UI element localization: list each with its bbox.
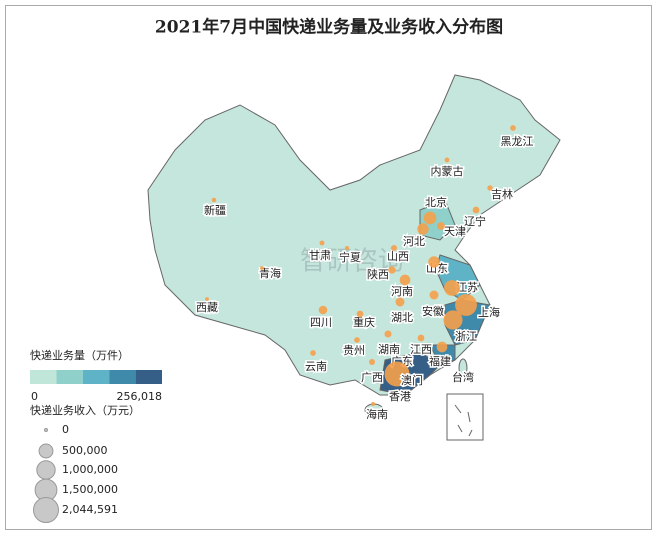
- revenue-bubble: [319, 240, 325, 246]
- legend-title: 快递业务收入（万元）: [30, 403, 140, 417]
- color-scale-step: [30, 370, 57, 384]
- size-legend-label: 0: [62, 423, 69, 436]
- revenue-bubble: [429, 290, 439, 300]
- size-legend-label: 1,500,000: [62, 483, 118, 496]
- revenue-bubble: [444, 157, 450, 163]
- revenue-bubble: [472, 206, 480, 214]
- region-label: 安徽: [422, 304, 444, 318]
- revenue-bubble: [370, 401, 376, 407]
- revenue-bubble: [310, 350, 316, 356]
- revenue-bubble: [443, 310, 463, 330]
- revenue-bubble: [428, 256, 440, 268]
- legend: 快递业务量（万件） 快递业务收入（万元） 0 256,018 0 500,000 1,0…: [30, 348, 162, 523]
- size-legend-label: 2,044,591: [62, 503, 118, 516]
- region-label: 河南: [391, 285, 413, 298]
- revenue-bubble: [487, 185, 493, 191]
- revenue-bubble: [510, 125, 516, 131]
- region-label: 云南: [305, 360, 327, 373]
- island-shape: [458, 358, 468, 378]
- map-title: 2021年7月中国快递业务量及业务收入分布图: [155, 17, 503, 38]
- south-sea-islands: [454, 404, 473, 437]
- region-label: 湖北: [391, 311, 413, 324]
- watermark: 智研咨询: [300, 247, 404, 277]
- region-label: 澳门: [401, 373, 423, 387]
- revenue-bubble: [211, 197, 217, 203]
- color-scale-step: [56, 370, 83, 384]
- size-legend-label: 500,000: [62, 444, 108, 457]
- region-label: 香港: [389, 390, 411, 403]
- region-label: 山西: [387, 250, 409, 263]
- region-label: 黑龙江: [501, 135, 534, 148]
- scale-label: 0: [31, 390, 38, 403]
- region-label: 吉林: [491, 187, 513, 201]
- size-legend-circle: [36, 460, 56, 480]
- size-legend-circle: [44, 428, 48, 432]
- revenue-bubble: [260, 266, 264, 270]
- revenue-bubble: [436, 341, 448, 353]
- region-label: 北京: [425, 195, 447, 209]
- scale-label: 256,018: [117, 390, 163, 403]
- revenue-bubble: [395, 297, 405, 307]
- revenue-bubble: [344, 245, 350, 251]
- region-label: 海南: [366, 407, 388, 421]
- region-label: 浙江: [455, 330, 477, 343]
- region-label: 江苏: [456, 281, 478, 294]
- region-label: 宁夏: [339, 250, 361, 264]
- revenue-bubble: [384, 361, 410, 387]
- region-label: 四川: [310, 316, 332, 329]
- revenue-bubble: [318, 305, 328, 315]
- revenue-bubble: [399, 274, 411, 286]
- region-label: 贵州: [343, 344, 365, 357]
- south-sea-inset: [446, 393, 484, 441]
- region-label: 甘肃: [309, 249, 331, 262]
- revenue-bubble: [423, 211, 437, 225]
- revenue-bubble: [444, 280, 460, 296]
- color-scale-step: [109, 370, 136, 384]
- region-label: 江西: [410, 343, 432, 356]
- region-label: 河北: [403, 235, 425, 248]
- region-label: 西藏: [196, 301, 218, 314]
- region-label: 湖南: [378, 343, 400, 356]
- color-scale-step: [135, 370, 162, 384]
- region-label: 陕西: [367, 267, 389, 281]
- revenue-bubble: [354, 337, 360, 343]
- region-label: 台湾: [452, 370, 474, 384]
- size-legend-label: 1,000,000: [62, 463, 118, 476]
- revenue-bubble: [437, 222, 445, 230]
- region-label: 福建: [429, 354, 451, 368]
- size-legend-circle: [38, 443, 54, 459]
- revenue-bubble: [368, 358, 376, 366]
- region-label: 广西: [361, 371, 383, 384]
- region-label: 上海: [478, 305, 500, 319]
- revenue-bubble: [390, 244, 398, 252]
- region-label: 新疆: [204, 203, 226, 217]
- legend-title: 快递业务量（万件）: [30, 348, 129, 362]
- region-label: 内蒙古: [431, 164, 464, 178]
- region-label: 天津: [444, 225, 466, 238]
- revenue-bubble: [384, 330, 392, 338]
- region-label: 辽宁: [464, 214, 486, 228]
- revenue-bubble: [356, 310, 364, 318]
- revenue-bubble: [455, 294, 477, 316]
- revenue-bubble: [417, 223, 429, 235]
- revenue-bubble: [205, 297, 209, 301]
- revenue-bubble: [388, 266, 396, 274]
- color-scale-step: [82, 370, 110, 384]
- revenue-bubble: [417, 334, 425, 342]
- size-legend-circle: [33, 497, 59, 523]
- region-label: 重庆: [353, 315, 375, 329]
